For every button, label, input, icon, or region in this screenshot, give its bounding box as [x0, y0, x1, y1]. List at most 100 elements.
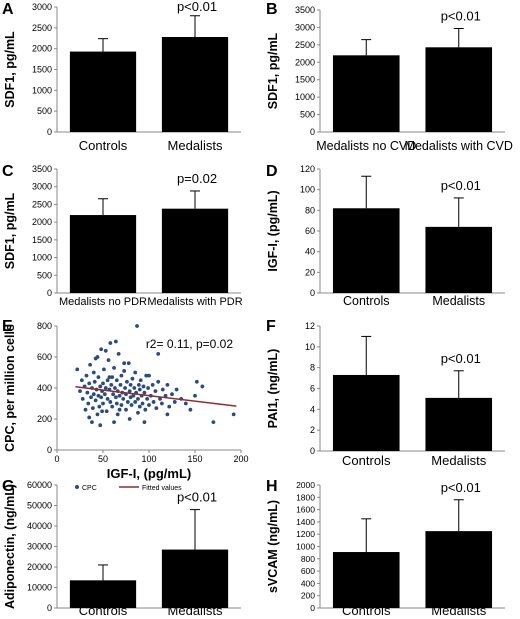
data-point [102, 367, 106, 372]
data-point [156, 352, 161, 356]
correlation-label: r2= 0.11, p=0.02 [146, 337, 234, 351]
data-point [128, 383, 133, 387]
data-point [142, 420, 147, 424]
data-point [194, 379, 199, 384]
y-tick-label: 1400 [296, 517, 315, 527]
data-point [89, 395, 93, 400]
data-point [123, 386, 127, 390]
data-point [163, 393, 168, 398]
category-label: Medalists no CVD [316, 139, 416, 153]
significance-label: p=0.02 [177, 171, 217, 186]
data-point [114, 378, 119, 383]
data-point [133, 370, 138, 375]
y-tick-label: 1800 [296, 492, 315, 502]
bar-medalists [161, 549, 229, 608]
category-label: Medalists with PDR [147, 296, 242, 308]
data-point [140, 401, 145, 406]
data-point [183, 401, 188, 406]
y-tick-label: 500 [37, 106, 52, 116]
panel-label: H [266, 478, 278, 495]
significance-label: p<0.01 [441, 8, 481, 23]
category-label: Controls [342, 453, 391, 468]
data-point [119, 403, 124, 407]
y-tick-label: 120 [300, 164, 315, 174]
y-tick-label: 0 [47, 445, 52, 455]
y-tick-label: 30000 [27, 542, 52, 552]
bar-medalists-no-pdr [69, 215, 137, 293]
panel-label: G [2, 478, 14, 495]
x-tick-label: 200 [233, 454, 248, 464]
data-point [90, 406, 95, 411]
y-tick-label: 600 [301, 566, 315, 576]
data-point [174, 387, 179, 392]
data-point [98, 423, 103, 428]
category-label: Medalists [168, 138, 223, 153]
panel-g: G 0 10000 20000 30000 40000 50000 60000 Adiponec… [2, 478, 241, 618]
data-point [86, 401, 91, 406]
significance-label: p<0.01 [441, 351, 481, 366]
data-point [127, 417, 132, 421]
data-point [167, 404, 172, 409]
y-tick-label: 100 [300, 185, 315, 195]
category-label: Medalists no PDR [59, 296, 147, 308]
y-tick-label: 1000 [32, 85, 52, 95]
panel-label: F [266, 318, 276, 335]
panel-h: H 0 200 400 600 800 1000 1200 1400 1600 1800 2000 sV… [266, 478, 505, 618]
y-tick-label: 10 [305, 342, 315, 352]
x-tick-label: 0 [54, 454, 59, 464]
y-tick-label: 0 [47, 288, 52, 298]
y-tick-label: 0 [47, 127, 52, 137]
data-point [108, 341, 113, 345]
data-point [115, 412, 120, 417]
legend-label: Fitted values [142, 485, 182, 492]
panel-label: D [266, 163, 278, 180]
data-point [165, 412, 170, 417]
legend-label: CPC [82, 485, 97, 492]
bar-controls [332, 208, 400, 293]
data-point [150, 383, 155, 387]
data-point [138, 378, 143, 383]
y-tick-label: 2000 [32, 217, 52, 227]
data-point [101, 381, 105, 386]
data-point [93, 398, 98, 403]
y-tick-label: 1200 [296, 529, 315, 539]
category-label: Medalists [431, 603, 486, 618]
data-point [88, 362, 93, 367]
y-tick-label: 3000 [32, 182, 52, 192]
data-point [102, 392, 107, 397]
data-point [141, 384, 146, 389]
data-point [113, 339, 118, 344]
y-tick-label: 0 [47, 603, 52, 613]
data-point [130, 376, 135, 381]
data-point [95, 412, 100, 417]
data-point [113, 386, 117, 390]
bar-medalists [425, 226, 493, 293]
significance-label: p<0.01 [441, 178, 481, 193]
data-point [154, 406, 159, 411]
y-tick-label: 400 [37, 383, 52, 393]
y-tick-label: 1000 [32, 253, 52, 263]
data-point [91, 392, 96, 397]
panel-d: D 0 20 40 60 80 100 120 IGF-I, (pg/mL) Controls Me… [266, 163, 505, 308]
panel-c: C 0 500 1000 1500 2000 2500 3000 3500 SDF1, pg/mL… [2, 163, 243, 308]
data-point [114, 401, 119, 406]
y-axis-label: sVCAM (ng/mL) [266, 500, 280, 593]
category-label: Medalists with CVD [405, 139, 513, 153]
y-tick-label: 1000 [296, 542, 315, 552]
data-point [147, 403, 151, 407]
y-tick-label: 2000 [296, 480, 315, 490]
data-point [151, 400, 156, 404]
data-point [193, 393, 197, 398]
data-point [108, 400, 113, 404]
y-tick-label: 0 [310, 127, 315, 137]
fitted-line [75, 386, 237, 407]
category-label: Controls [79, 138, 128, 153]
data-point [92, 379, 97, 384]
y-tick-label: 800 [37, 321, 52, 331]
data-point [107, 375, 112, 380]
category-label: Controls [342, 603, 391, 618]
y-tick-label: 600 [37, 352, 52, 362]
y-tick-label: 200 [37, 414, 52, 424]
data-point [165, 383, 170, 387]
